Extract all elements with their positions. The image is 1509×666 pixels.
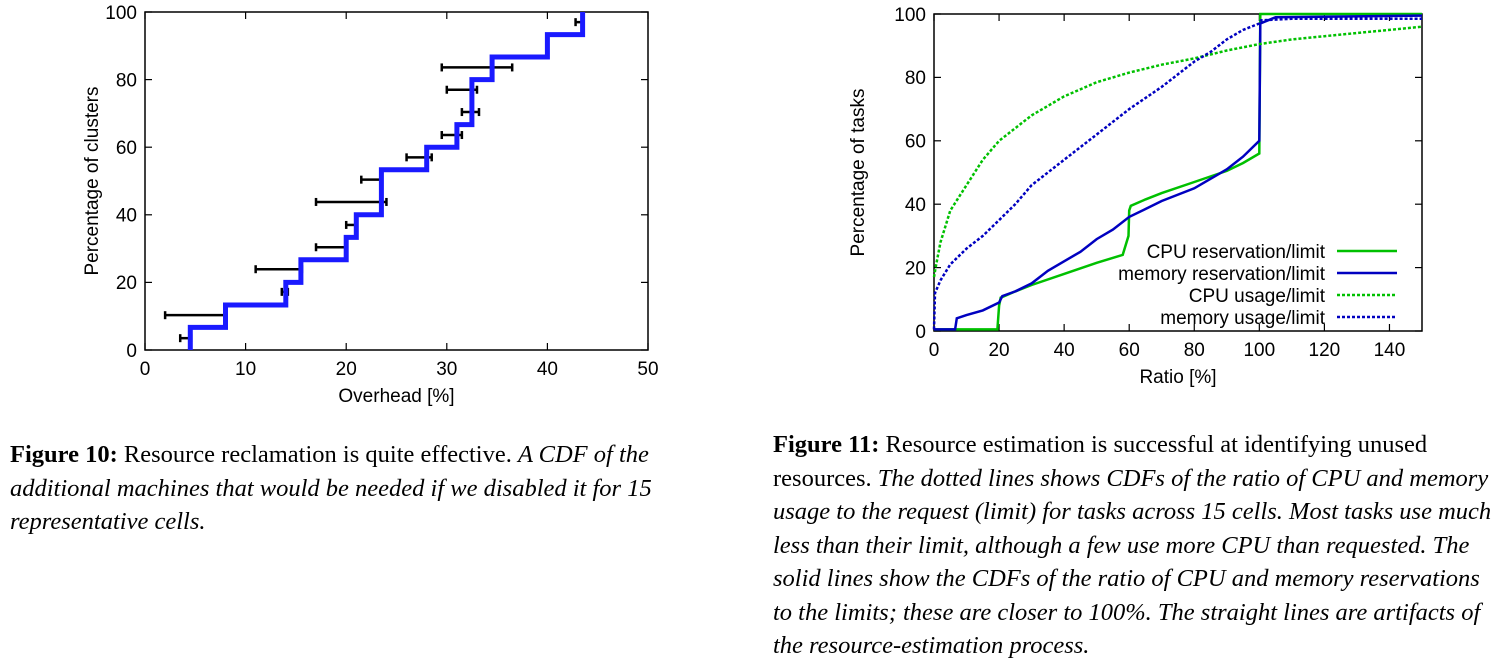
y-tick-label: 20 [116, 273, 137, 294]
figure-10-body: A CDF of the additional machines that wo… [10, 441, 652, 535]
figure-11-lead: Resource estimation is successful at ide… [773, 431, 1428, 492]
y-tick-label: 80 [116, 70, 137, 91]
x-tick-label: 30 [436, 359, 457, 380]
x-tick-label: 60 [1119, 340, 1140, 361]
figure-10-chart: 0 10 20 30 40 50 0 20 40 60 80 100 Overhead [%] Perce… [82, 3, 659, 407]
y-tick-label: 0 [915, 322, 926, 343]
figure-11-chart: 0 20 40 60 80 100 120 140 0 20 40 60 80 100 Ratio [%] P… [848, 5, 1423, 388]
x-tick-label: 80 [1184, 340, 1205, 361]
plot-frame [144, 11, 649, 351]
y-tick-label: 80 [905, 68, 926, 89]
x-axis-label: Ratio [%] [1139, 367, 1216, 388]
legend-label: memory reservation/limit [1118, 264, 1326, 285]
x-tick-label: 120 [1309, 340, 1341, 361]
legend-label: CPU reservation/limit [1147, 242, 1326, 263]
y-tick-label: 60 [905, 132, 926, 153]
x-tick-label: 0 [140, 359, 151, 380]
y-tick-label: 100 [894, 5, 926, 26]
y-tick-label: 0 [126, 341, 137, 362]
y-tick-label: 40 [905, 195, 926, 216]
y-tick-label: 20 [905, 258, 926, 279]
x-tick-label: 50 [637, 359, 658, 380]
plot-frame [933, 13, 1423, 332]
legend-label: CPU usage/limit [1189, 286, 1326, 307]
y-axis-label: Percentage of tasks [848, 89, 869, 257]
figure-10-caption: Figure 10: Resource reclamation is quite… [10, 438, 738, 539]
x-tick-label: 0 [929, 340, 940, 361]
x-axis-label: Overhead [%] [338, 386, 454, 407]
y-axis-label: Percentage of clusters [82, 86, 103, 275]
series-line-2 [932, 25, 1423, 278]
series-line-1 [934, 14, 1423, 331]
figure-11-body: The dotted lines shows CDFs of the ratio… [773, 464, 1492, 660]
figure-10-label: Figure 10: [10, 441, 118, 468]
y-tick-label: 60 [116, 138, 137, 159]
y-tick-label: 100 [105, 3, 137, 24]
figure-11-label: Figure 11: [773, 431, 880, 458]
x-tick-label: 20 [336, 359, 357, 380]
series-line-0 [187, 12, 586, 350]
x-tick-label: 140 [1374, 340, 1406, 361]
x-tick-label: 40 [537, 359, 558, 380]
series-line-3 [932, 17, 1422, 330]
x-tick-label: 10 [235, 359, 256, 380]
x-tick-label: 20 [988, 340, 1009, 361]
x-tick-label: 40 [1054, 340, 1075, 361]
figure-11-caption: Figure 11: Resource estimation is succes… [773, 428, 1499, 663]
x-tick-label: 100 [1243, 340, 1275, 361]
figure-10-lead: Resource reclamation is quite effective. [117, 441, 518, 468]
y-tick-label: 40 [116, 206, 137, 227]
legend-label: memory usage/limit [1160, 308, 1325, 329]
